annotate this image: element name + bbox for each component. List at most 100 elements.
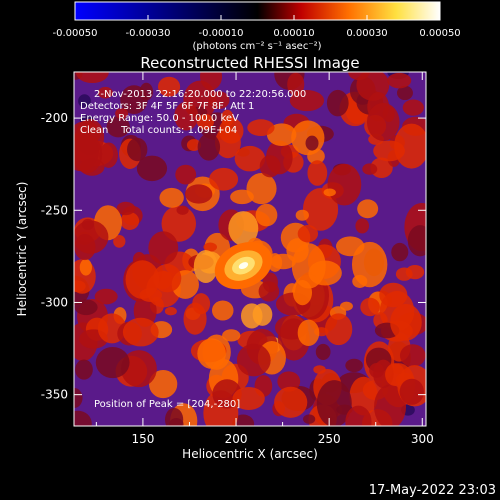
colorbar-gradient (74, 1, 441, 21)
emission-blob (200, 72, 223, 91)
emission-blob (399, 378, 424, 405)
emission-blob (259, 155, 281, 178)
emission-blob (164, 307, 177, 316)
annotations: 2-Nov-2013 22:16:20.000 to 22:20:56.000 … (80, 89, 306, 410)
emission-blob (79, 258, 93, 276)
emission-blob (148, 231, 179, 265)
emission-blob (81, 218, 94, 230)
emission-blob (374, 384, 407, 426)
emission-blob (234, 145, 266, 172)
emission-blob (277, 371, 301, 392)
emission-blob (399, 344, 426, 367)
emission-blob (402, 99, 424, 116)
emission-blob (326, 89, 349, 117)
emission-blob (197, 133, 221, 161)
emission-blob (106, 116, 130, 138)
emission-blob (75, 359, 93, 380)
emission-blob (99, 142, 118, 168)
emission-blob (295, 209, 309, 221)
emission-blob (120, 212, 140, 230)
emission-blob (208, 91, 230, 110)
annotation-time: 2-Nov-2013 22:16:20.000 to 22:20:56.000 (94, 89, 306, 100)
emission-blob (274, 386, 308, 418)
emission-blob (115, 108, 129, 119)
emission-blob (215, 127, 241, 159)
emission-blob (370, 157, 393, 179)
emission-blob (396, 85, 413, 101)
heatmap-image (74, 72, 426, 426)
emission-blob (369, 363, 384, 378)
emission-blob (221, 109, 234, 127)
emission-blob (75, 72, 109, 84)
emission-blob (165, 407, 184, 426)
emission-blob (174, 101, 199, 131)
x-tick-label: 300 (411, 432, 434, 446)
emission-blob (362, 163, 378, 175)
emission-blob (157, 76, 181, 97)
emission-blob (379, 282, 408, 308)
emission-blob (262, 272, 278, 293)
emission-blob (197, 338, 226, 369)
emission-blob (307, 160, 328, 186)
emission-blob (323, 188, 336, 197)
emission-peak (238, 262, 249, 270)
x-tick-label: 250 (318, 432, 341, 446)
annotation-detectors: Detectors: 3F 4F 5F 6F 7F 8F, Att 1 (80, 101, 254, 112)
emission-blob (395, 267, 413, 281)
emission-blob (161, 205, 197, 242)
emission-blob (291, 243, 326, 289)
emission-blob (355, 218, 370, 234)
emission-blob (232, 386, 265, 411)
emission-blob (122, 317, 159, 347)
emission-blob (316, 380, 352, 426)
chart-title: Reconstructed RHESSI Image (140, 54, 359, 72)
emission-blob (390, 303, 422, 341)
x-tick-label: 200 (225, 432, 248, 446)
emission-blob (252, 303, 273, 326)
emission-blob (305, 135, 319, 151)
x-axis-label: Heliocentric X (arcsec) (182, 447, 318, 461)
emission-blob (247, 119, 275, 137)
emission-blob (74, 299, 98, 316)
emission-blob (327, 163, 362, 206)
emission-blob (120, 350, 157, 388)
emission-blob (74, 410, 92, 426)
colorbar-tick-label: 0.00030 (346, 28, 387, 39)
emission-blob (387, 72, 412, 89)
emission-blob (196, 114, 214, 130)
emission-blob (345, 358, 363, 373)
annotation-clean: Clean Total counts: 1.09E+04 (80, 125, 237, 136)
emission-blob (407, 225, 426, 257)
colorbar-unit-label: (photons cm⁻² s⁻¹ asec⁻²) (192, 41, 321, 52)
emission-blob (95, 346, 130, 379)
y-tick-label: -250 (41, 203, 68, 217)
emission-blob (78, 94, 91, 108)
y-axis-label: Heliocentric Y (arcsec) (15, 182, 29, 317)
emission-blob (315, 343, 331, 360)
colorbar-tick-label: 0.00050 (419, 28, 460, 39)
emission-blob (297, 319, 320, 346)
emission-blob (345, 405, 372, 426)
emission-blob (139, 82, 154, 101)
colorbar-ticks: -0.00050 -0.00030 -0.00010 0.00010 0.00030 0.… (53, 15, 461, 39)
emission-blob (185, 184, 213, 204)
emission-blob (74, 387, 83, 409)
emission-blob (391, 242, 409, 262)
plot-frame (73, 71, 427, 427)
emission-blob (211, 300, 234, 321)
x-tick-label: 150 (131, 432, 154, 446)
y-tick-label: -300 (41, 295, 68, 309)
emission-blob (176, 205, 189, 215)
emission-blob (74, 220, 109, 254)
emission-blob (246, 172, 277, 205)
emission-blob (149, 369, 178, 399)
emission-blob (366, 102, 400, 141)
annotation-peak: Position of Peak = [204,-280] (94, 399, 240, 410)
emission-blob (175, 164, 197, 185)
emission-blob (230, 189, 254, 205)
emission-blob (209, 167, 239, 191)
emission-blob (324, 313, 353, 346)
emission-blob (127, 137, 148, 162)
emission-blob (74, 134, 103, 174)
emission-blob (113, 235, 126, 248)
